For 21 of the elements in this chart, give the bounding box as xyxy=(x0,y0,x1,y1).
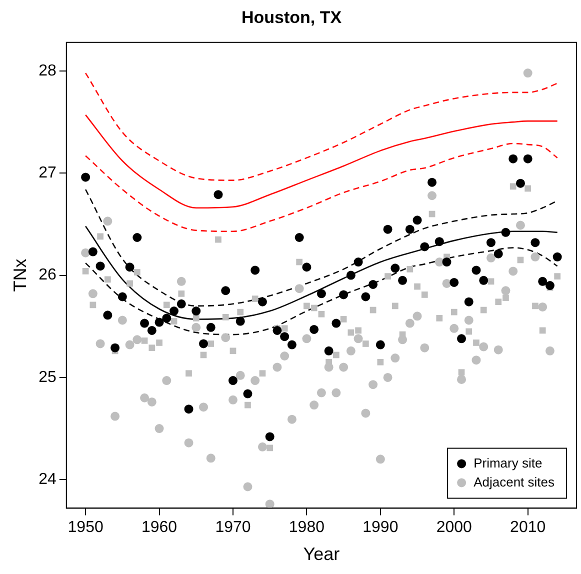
y-axis-title: TNx xyxy=(10,258,30,292)
x-tick-label: 1970 xyxy=(215,519,251,536)
x-tick-label: 2010 xyxy=(510,519,546,536)
x-tick-label: 1950 xyxy=(68,519,104,536)
line-series xyxy=(84,72,558,181)
y-tick-label: 28 xyxy=(38,62,56,80)
x-tick-label: 2000 xyxy=(436,519,472,536)
x-axis-title: Year xyxy=(303,544,340,564)
x-tick-label: 1990 xyxy=(362,519,398,536)
y-tick-label: 25 xyxy=(38,368,56,386)
legend-label: Primary site xyxy=(474,455,542,470)
y-tick-label: 26 xyxy=(38,266,56,284)
x-tick-label: 1960 xyxy=(141,519,178,536)
line-series xyxy=(84,142,558,232)
line-series xyxy=(84,247,558,336)
line-series xyxy=(84,114,558,209)
chart-title: Houston, TX xyxy=(241,8,342,27)
x-tick-label: 1980 xyxy=(288,519,325,536)
y-tick-label: 24 xyxy=(38,471,56,488)
legend-label: Adjacent sites xyxy=(474,474,555,490)
y-tick-label: 27 xyxy=(38,164,56,182)
